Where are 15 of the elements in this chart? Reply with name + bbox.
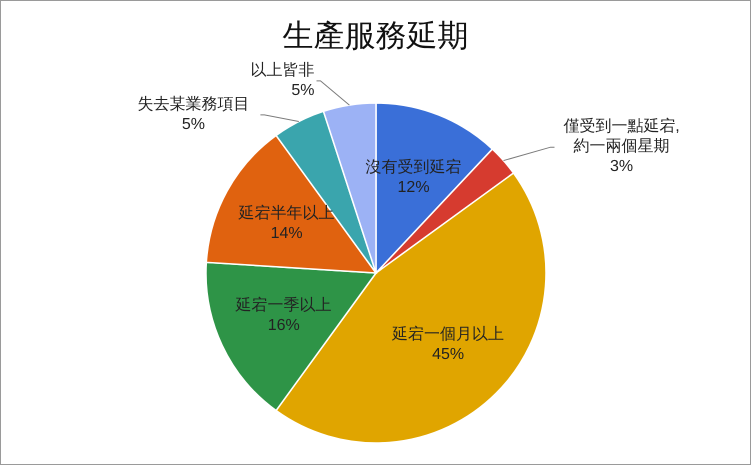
slice-label: 以上皆非 xyxy=(250,60,314,81)
data-label: 12% xyxy=(396,178,431,198)
slice-label: 僅受到一點延宕,約一兩個星期 xyxy=(562,117,681,158)
slice-label: 延宕半年以上 xyxy=(238,204,336,224)
slice-label: 延宕一個月以上 xyxy=(391,325,506,346)
data-label: 45% xyxy=(431,345,466,366)
slice-label: 沒有受到延宕 xyxy=(364,158,463,178)
data-label: 5% xyxy=(180,114,206,135)
chart-title: 生產服務延期 xyxy=(282,17,470,55)
data-label: 5% xyxy=(291,82,314,99)
slice-label: 失去某業務項目 xyxy=(136,94,250,115)
data-label: 16% xyxy=(266,316,301,336)
slice-label: 延宕一季以上 xyxy=(234,296,333,316)
data-label: 3% xyxy=(608,157,634,178)
data-label: 14% xyxy=(270,224,304,244)
